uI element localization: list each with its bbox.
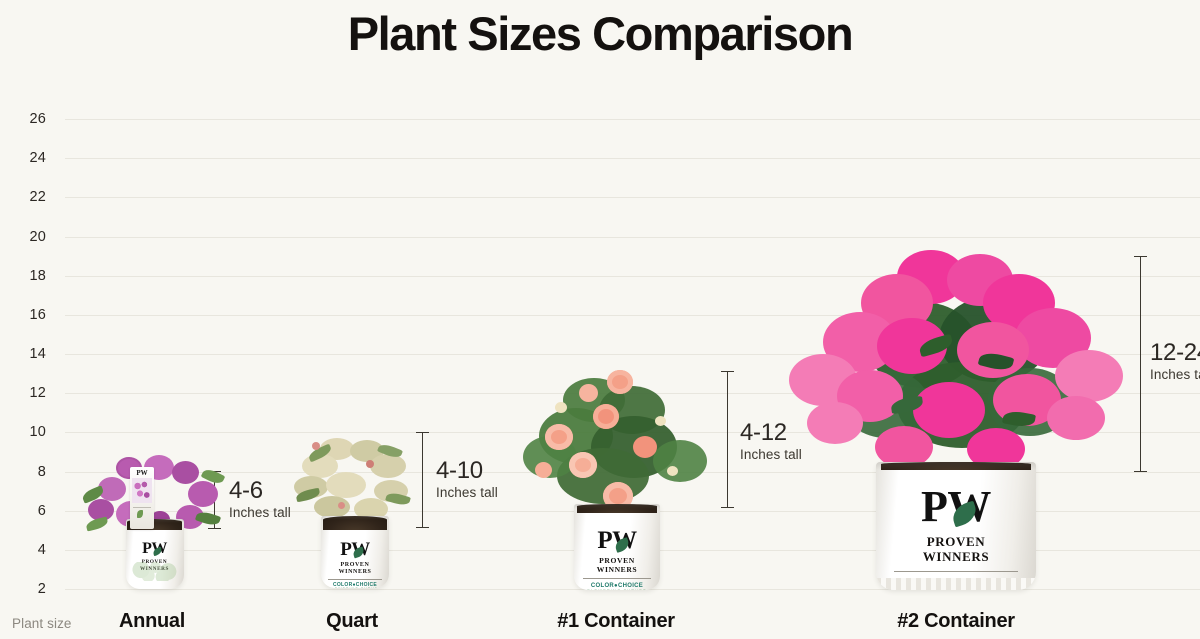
x-axis-tick-label-quart: Quart <box>326 610 378 632</box>
gridline <box>65 275 1200 277</box>
x-axis-tick-label-1-container: #1 Container <box>557 610 675 632</box>
y-axis-tick-label: 12 <box>29 385 46 402</box>
measurement-bracket-container-2 <box>1134 256 1147 472</box>
measurement-unit-quart: Inches tall <box>436 485 498 501</box>
measurement-label-container-2: 12-24 Inches tall <box>1150 340 1200 382</box>
y-axis-tick-label: 8 <box>37 463 46 480</box>
measurement-label-container-1: 4-12 Inches tall <box>740 420 802 462</box>
gridline <box>65 236 1200 238</box>
y-axis-tick-label: 26 <box>29 111 46 127</box>
measurement-label-annual: 4-6 Inches tall <box>229 478 291 520</box>
measurement-range-container-2: 12-24 <box>1150 339 1200 366</box>
x-axis-name: Plant size <box>12 616 72 631</box>
y-axis-tick-label: 6 <box>37 502 46 519</box>
plant-group-container-2: PW PROVEN WINNERS COLOR●CHOICE FLOWERING… <box>766 250 1146 590</box>
measurement-range-annual: 4-6 <box>229 477 263 504</box>
measurement-bracket-container-1 <box>721 371 734 508</box>
page-title: Plant Sizes Comparison <box>347 7 854 60</box>
y-axis-tick-label: 10 <box>29 424 46 441</box>
pot-container-1: PW PROVEN WINNERS COLOR●CHOICE FLOWERING… <box>574 504 660 590</box>
pot-container-2: PW PROVEN WINNERS COLOR●CHOICE FLOWERING… <box>876 462 1036 590</box>
measurement-range-quart: 4-10 <box>436 457 483 484</box>
plant-foliage-container-1 <box>517 370 717 520</box>
plant-foliage-quart <box>292 438 418 526</box>
plant-group-quart: PW PROVEN WINNERS COLOR●CHOICE FLOWERING… <box>290 438 420 590</box>
y-axis-tick-label: 4 <box>37 541 46 558</box>
y-axis-tick-label: 18 <box>29 267 46 284</box>
plant-foliage-container-2 <box>771 250 1141 480</box>
measurement-unit-annual: Inches tall <box>229 505 291 521</box>
measurement-bracket-quart <box>416 432 429 528</box>
y-axis-tick-label: 16 <box>29 306 46 323</box>
plant-tag-annual: PW <box>130 467 154 529</box>
y-axis-tick-label: 14 <box>29 346 46 362</box>
measurement-unit-container-2: Inches tall <box>1150 367 1200 383</box>
gridline <box>65 314 1200 316</box>
pot-annual: PW PROVEN WINNERS <box>125 519 184 589</box>
gridline <box>65 197 1200 199</box>
x-axis-tick-label-2-container: #2 Container <box>897 610 1015 632</box>
y-axis-tick-label: 22 <box>29 189 46 206</box>
y-axis-tick-label: 20 <box>29 228 46 245</box>
gridline <box>65 119 1200 120</box>
measurement-unit-container-1: Inches tall <box>740 447 802 463</box>
y-axis-tick-label: 2 <box>37 581 46 597</box>
plant-group-annual: PW PW PROVEN WINNERS <box>72 455 237 590</box>
y-axis-tick-label: 24 <box>29 150 46 167</box>
measurement-label-quart: 4-10 Inches tall <box>436 458 498 500</box>
measurement-range-container-1: 4-12 <box>740 419 787 446</box>
gridline <box>65 158 1200 160</box>
plant-group-container-1: PW PROVEN WINNERS COLOR●CHOICE FLOWERING… <box>512 370 722 590</box>
gridline <box>65 354 1200 355</box>
x-axis-tick-label-annual: Annual <box>119 610 185 632</box>
pot-quart: PW PROVEN WINNERS COLOR●CHOICE FLOWERING… <box>321 516 389 588</box>
